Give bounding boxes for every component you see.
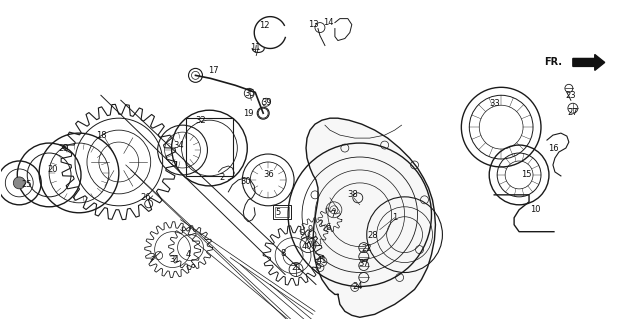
Bar: [275, 207, 289, 217]
Text: 36: 36: [263, 171, 273, 180]
Text: 19: 19: [243, 109, 254, 118]
Text: 1: 1: [392, 213, 397, 222]
Polygon shape: [573, 54, 604, 70]
Text: 4: 4: [186, 250, 191, 259]
Text: 9: 9: [308, 225, 312, 234]
Text: 23: 23: [565, 91, 576, 100]
Text: 28: 28: [368, 231, 378, 240]
Text: 14: 14: [322, 18, 333, 27]
Text: 5: 5: [275, 208, 281, 217]
Text: 37: 37: [358, 259, 369, 268]
Text: 25: 25: [21, 180, 32, 189]
Text: 40: 40: [302, 242, 312, 251]
Text: 30: 30: [240, 177, 250, 187]
Text: 8: 8: [280, 249, 286, 258]
Text: 6: 6: [326, 223, 330, 232]
Text: 7: 7: [330, 210, 335, 219]
Text: 31: 31: [169, 255, 180, 264]
Text: 3: 3: [149, 253, 154, 262]
Text: 11: 11: [250, 43, 260, 52]
Bar: [273, 205, 291, 219]
Text: 24: 24: [353, 282, 363, 291]
Text: 21: 21: [292, 263, 303, 272]
Text: 34: 34: [173, 140, 184, 149]
Text: 32: 32: [195, 116, 206, 125]
Text: 2: 2: [219, 173, 225, 182]
Text: 29: 29: [59, 144, 69, 153]
Polygon shape: [306, 118, 435, 317]
Circle shape: [13, 177, 25, 189]
Text: FR.: FR.: [544, 57, 562, 68]
Text: 16: 16: [547, 144, 558, 153]
Bar: [185, 118, 233, 176]
Text: 17: 17: [208, 66, 219, 75]
Text: 18: 18: [95, 131, 106, 140]
Text: 26: 26: [140, 193, 151, 202]
Text: 35: 35: [244, 89, 255, 98]
Text: 39: 39: [261, 98, 272, 107]
Text: 12: 12: [259, 21, 270, 30]
Text: 15: 15: [521, 171, 531, 180]
Text: 27: 27: [567, 108, 578, 117]
Text: 20: 20: [48, 165, 58, 174]
Text: 33: 33: [489, 99, 500, 108]
Text: 22: 22: [361, 244, 372, 253]
Text: 10: 10: [529, 205, 540, 214]
Text: 38: 38: [347, 190, 358, 199]
Text: 41: 41: [317, 256, 327, 265]
Text: 13: 13: [308, 20, 318, 29]
